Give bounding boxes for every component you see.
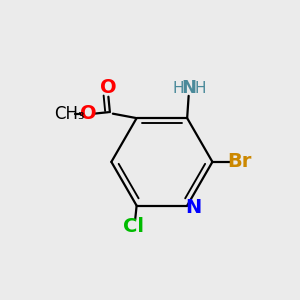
Text: H: H <box>172 81 184 96</box>
Text: N: N <box>186 198 202 217</box>
Text: O: O <box>80 104 97 123</box>
Text: O: O <box>100 78 117 97</box>
Text: Br: Br <box>227 152 251 171</box>
Text: N: N <box>182 80 197 98</box>
Text: H: H <box>195 81 206 96</box>
Text: Cl: Cl <box>123 217 144 236</box>
Text: CH₃: CH₃ <box>54 105 85 123</box>
